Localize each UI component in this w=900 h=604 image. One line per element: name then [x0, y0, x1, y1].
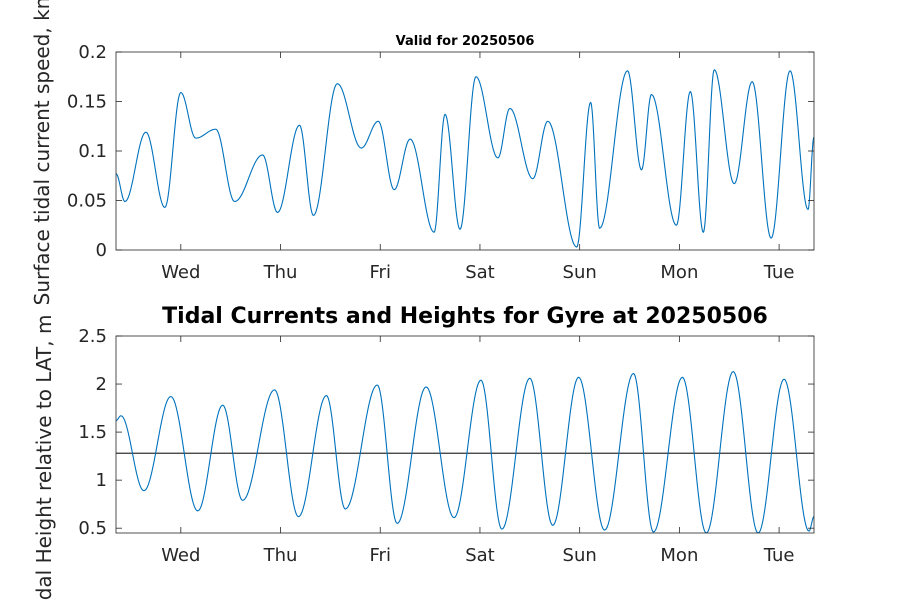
- current-speed-y-tick-label: 0.05: [67, 191, 107, 212]
- tidal-height-title: Tidal Currents and Heights for Gyre at 2…: [162, 304, 768, 329]
- current-speed-y-tick-label: 0.2: [78, 42, 107, 63]
- current-speed-panel: Valid for 20250506 Surface tidal current…: [30, 0, 815, 305]
- current-speed-x-tick-label: Mon: [660, 262, 698, 283]
- tidal-height-x-tick-label: Sun: [563, 545, 597, 566]
- tidal-height-x-tick-label: Sat: [465, 545, 495, 566]
- tidal-height-y-tick-label: 2: [96, 374, 107, 395]
- tidal-height-x-tick-label: Fri: [370, 545, 391, 566]
- tidal-height-y-tick-label: 1.5: [78, 422, 107, 443]
- tidal-height-y-tick-label: 2.5: [78, 326, 107, 347]
- tidal-height-y-tick-label: 0.5: [78, 518, 107, 539]
- tidal-height-x-tick-label: Thu: [263, 545, 298, 566]
- current-speed-y-tick-label: 0.1: [78, 141, 107, 162]
- current-speed-y-axis-label: Surface tidal current speed, kn: [30, 0, 54, 305]
- current-speed-x-tick-label: Wed: [161, 262, 200, 283]
- current-speed-x-tick-label: Sat: [465, 262, 495, 283]
- tidal-height-axes-box: [115, 335, 815, 534]
- current-speed-y-tick-label: 0.15: [67, 92, 107, 113]
- current-speed-x-tick-label: Fri: [370, 262, 391, 283]
- current-speed-series-line: [116, 69, 814, 248]
- current-speed-y-tick-label: 0: [96, 240, 107, 261]
- current-speed-x-tick-label: Tue: [763, 262, 795, 283]
- tidal-height-x-tick-label: Wed: [161, 545, 200, 566]
- tidal-height-y-axis-label: Tidal Height relative to LAT, m: [32, 315, 56, 600]
- tidal-height-y-tick-label: 1: [96, 470, 107, 491]
- current-speed-title: Valid for 20250506: [396, 34, 535, 49]
- tidal-height-series-line: [116, 370, 814, 533]
- tidal-height-x-tick-label: Tue: [763, 545, 795, 566]
- current-speed-x-tick-label: Thu: [263, 262, 298, 283]
- tidal-height-panel: Tidal Currents and Heights for Gyre at 2…: [32, 304, 815, 604]
- current-speed-x-tick-label: Sun: [563, 262, 597, 283]
- tidal-height-x-tick-label: Mon: [660, 545, 698, 566]
